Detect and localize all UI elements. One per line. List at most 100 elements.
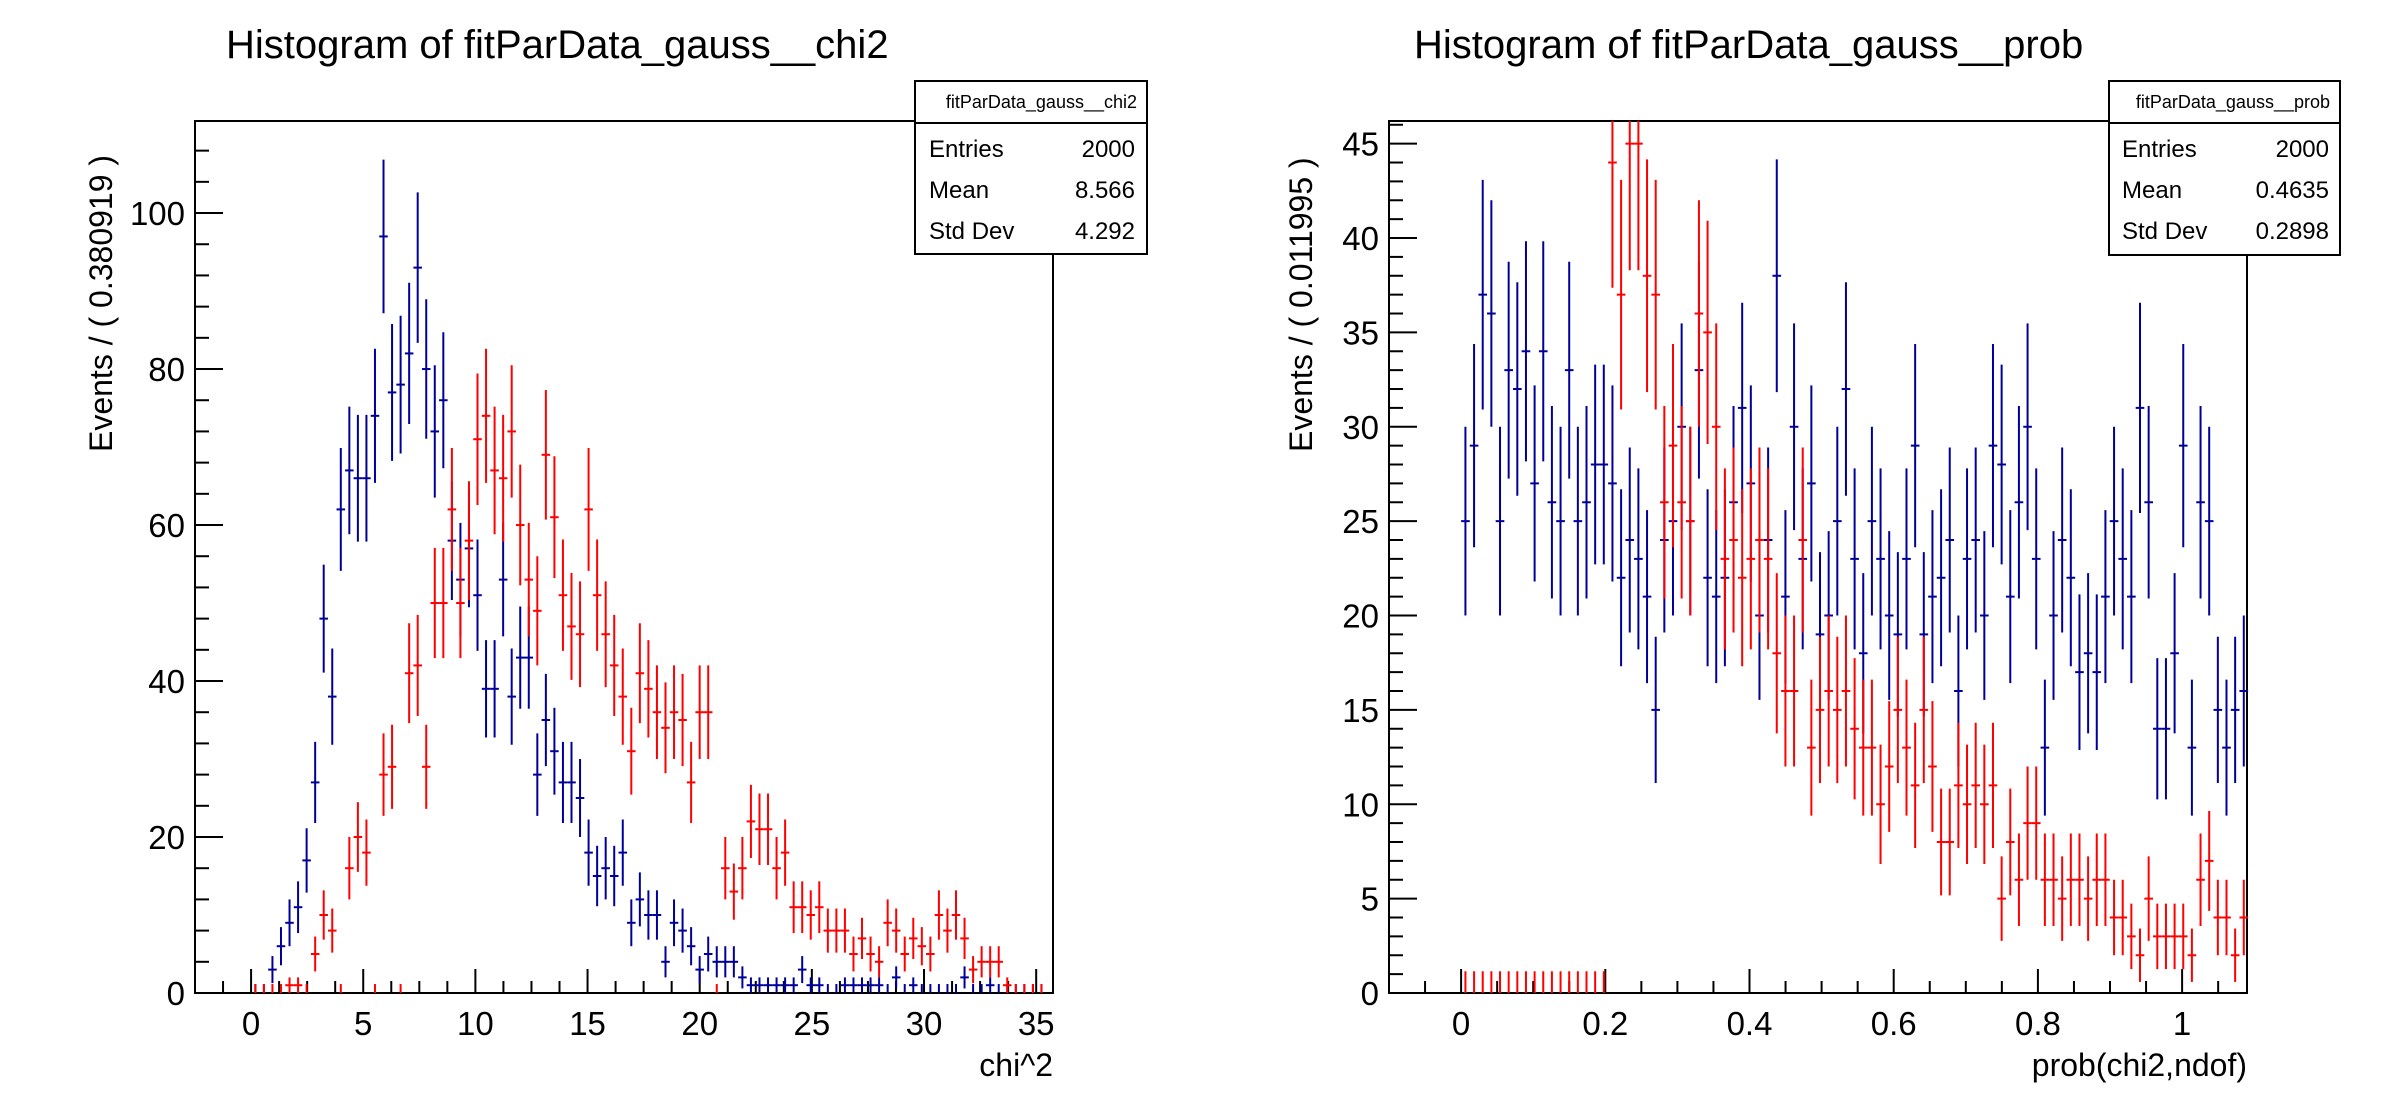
chi2-red-bin-point — [729, 863, 739, 920]
prob-red-bin-point — [2066, 833, 2076, 926]
prob-y-tick-label: 20 — [1342, 598, 1379, 635]
prob-blue-bin-point — [1512, 282, 1522, 496]
prob-blue-bin-point — [2135, 302, 2145, 513]
prob-red-bin-point — [2161, 903, 2171, 970]
prob-red-bin-point — [1625, 121, 1635, 271]
prob-red-bin-point — [2075, 833, 2084, 926]
prob-blue-bin-point — [2075, 594, 2084, 750]
prob-blue-bin-point — [1573, 426, 1583, 616]
chi2-blue-bin-point — [473, 539, 482, 651]
chi2-stats-mean-label: Mean — [929, 177, 989, 204]
chi2-red-bin-point — [541, 390, 551, 520]
prob-chart-title: Histogram of fitParData_gauss__prob — [1414, 23, 2083, 67]
prob-blue-bin-point — [2196, 406, 2205, 599]
prob-red-bin-point — [1789, 615, 1799, 767]
prob-blue-bin-point — [2230, 636, 2240, 783]
chi2-red-bin-point — [456, 547, 465, 659]
prob-red-bin-point — [1980, 744, 1989, 864]
chi2-red-bin-point — [797, 881, 807, 934]
chi2-red-bin-point — [926, 936, 935, 972]
prob-red-bin-point — [2083, 856, 2093, 941]
chi2-red-bin-point — [293, 977, 303, 993]
prob-red-bin-point — [1824, 615, 1833, 767]
prob-x-tick-label: 1 — [2173, 1005, 2191, 1042]
prob-blue-bin-point — [1478, 179, 1488, 410]
prob-red-bin-point — [1858, 679, 1868, 816]
chi2-red-bin-point — [840, 908, 850, 953]
prob-x-tick-label: 0 — [1452, 1005, 1470, 1042]
chi2-red-bin-point — [524, 522, 534, 637]
prob-y-axis-title: Events / ( 0.011995 ) — [1283, 157, 1319, 452]
chi2-stats-frame — [914, 80, 1148, 255]
prob-stats-frame — [2108, 80, 2341, 256]
chi2-red-bin-point — [379, 733, 388, 816]
chi2-blue-bin-point — [319, 564, 328, 673]
prob-red-bin-point — [1841, 615, 1851, 767]
prob-x-axis: 0 0.2 0.4 0.6 0.8 1 — [1388, 969, 2220, 1042]
chi2-red-bin-point — [584, 448, 593, 571]
prob-y-tick-label: 35 — [1342, 314, 1379, 351]
prob-blue-bin-point — [1841, 282, 1851, 496]
prob-red-bin-point — [2118, 879, 2128, 956]
chi2-y-tick-label: 40 — [148, 663, 185, 700]
chi2-red-bin-point — [404, 623, 414, 724]
prob-blue-bin-point — [1910, 343, 1920, 548]
prob-red-bin-point — [1703, 220, 1712, 445]
chi2-blue-bin-point — [891, 966, 901, 989]
chi2-blue-bin-point — [490, 640, 499, 738]
chi2-data-points — [254, 159, 1043, 993]
prob-blue-bin-point — [1902, 468, 1911, 650]
prob-red-bin-point — [1945, 788, 1955, 896]
prob-y-tick-label: 45 — [1342, 126, 1379, 163]
chi2-blue-bin-point — [336, 448, 346, 571]
prob-blue-bin-point — [1487, 200, 1496, 427]
prob-blue-bin-point — [1832, 426, 1842, 616]
chi2-blue-bin-point — [866, 977, 875, 993]
prob-blue-bin-point — [1850, 468, 1859, 650]
chi2-blue-bin-point — [857, 977, 867, 993]
prob-red-bin-point — [1608, 121, 1617, 288]
chi2-red-bin-point — [900, 936, 910, 972]
chi2-blue-bin-point — [695, 956, 704, 984]
chi2-red-bin-point — [447, 448, 457, 571]
prob-blue-bin-point — [1945, 447, 1955, 633]
prob-red-bin-point — [1876, 744, 1885, 864]
chi2-red-bin-point — [550, 456, 559, 579]
chi2-red-bin-point — [362, 819, 371, 886]
chi2-red-bin-point — [977, 946, 986, 978]
chi2-stats-mean-value: 8.566 — [1075, 177, 1135, 204]
chi2-blue-bin-point — [644, 890, 653, 940]
chi2-red-bin-point — [310, 936, 320, 972]
prob-x-tick-label: 0.8 — [2015, 1005, 2061, 1042]
chi2-red-bin-point — [874, 946, 884, 978]
chi2-blue-bin-point — [404, 282, 414, 425]
prob-red-bin-point — [1962, 744, 1972, 864]
prob-red-bin-point — [2057, 856, 2067, 941]
chi2-blue-bin-point — [669, 899, 679, 947]
prob-y-tick-label: 10 — [1342, 786, 1379, 823]
chi2-red-bin-point — [627, 707, 636, 795]
chi2-blue-bin-point — [746, 977, 756, 993]
prob-red-bin-point — [1798, 447, 1808, 633]
chi2-red-bin-point — [746, 784, 756, 858]
prob-blue-bin-point — [2101, 510, 2110, 684]
prob-red-bin-point — [1902, 679, 1911, 816]
chi2-blue-bin-point — [763, 977, 773, 993]
chi2-blue-bin-point — [592, 845, 602, 907]
chi2-red-bin-point — [507, 365, 516, 498]
prob-red-bin-point — [2101, 833, 2110, 926]
chi2-red-bin-point — [772, 837, 781, 900]
prob-stats-stddev-label: Std Dev — [2122, 218, 2207, 245]
prob-red-bin-point — [1884, 701, 1894, 832]
prob-red-bin-point — [1634, 121, 1643, 271]
prob-blue-bin-point — [1772, 159, 1782, 393]
chi2-x-tick-label: 20 — [681, 1005, 718, 1042]
chi2-blue-bin-point — [627, 899, 636, 947]
prob-red-bin-point — [2222, 879, 2231, 956]
prob-blue-bin-point — [2187, 679, 2197, 816]
prob-data-points — [1461, 121, 2249, 993]
chi2-red-bin-point — [558, 539, 568, 651]
chi2-series-red — [254, 348, 1043, 993]
chi2-red-bin-point — [678, 673, 687, 767]
chi2-x-tick-label: 5 — [354, 1005, 372, 1042]
